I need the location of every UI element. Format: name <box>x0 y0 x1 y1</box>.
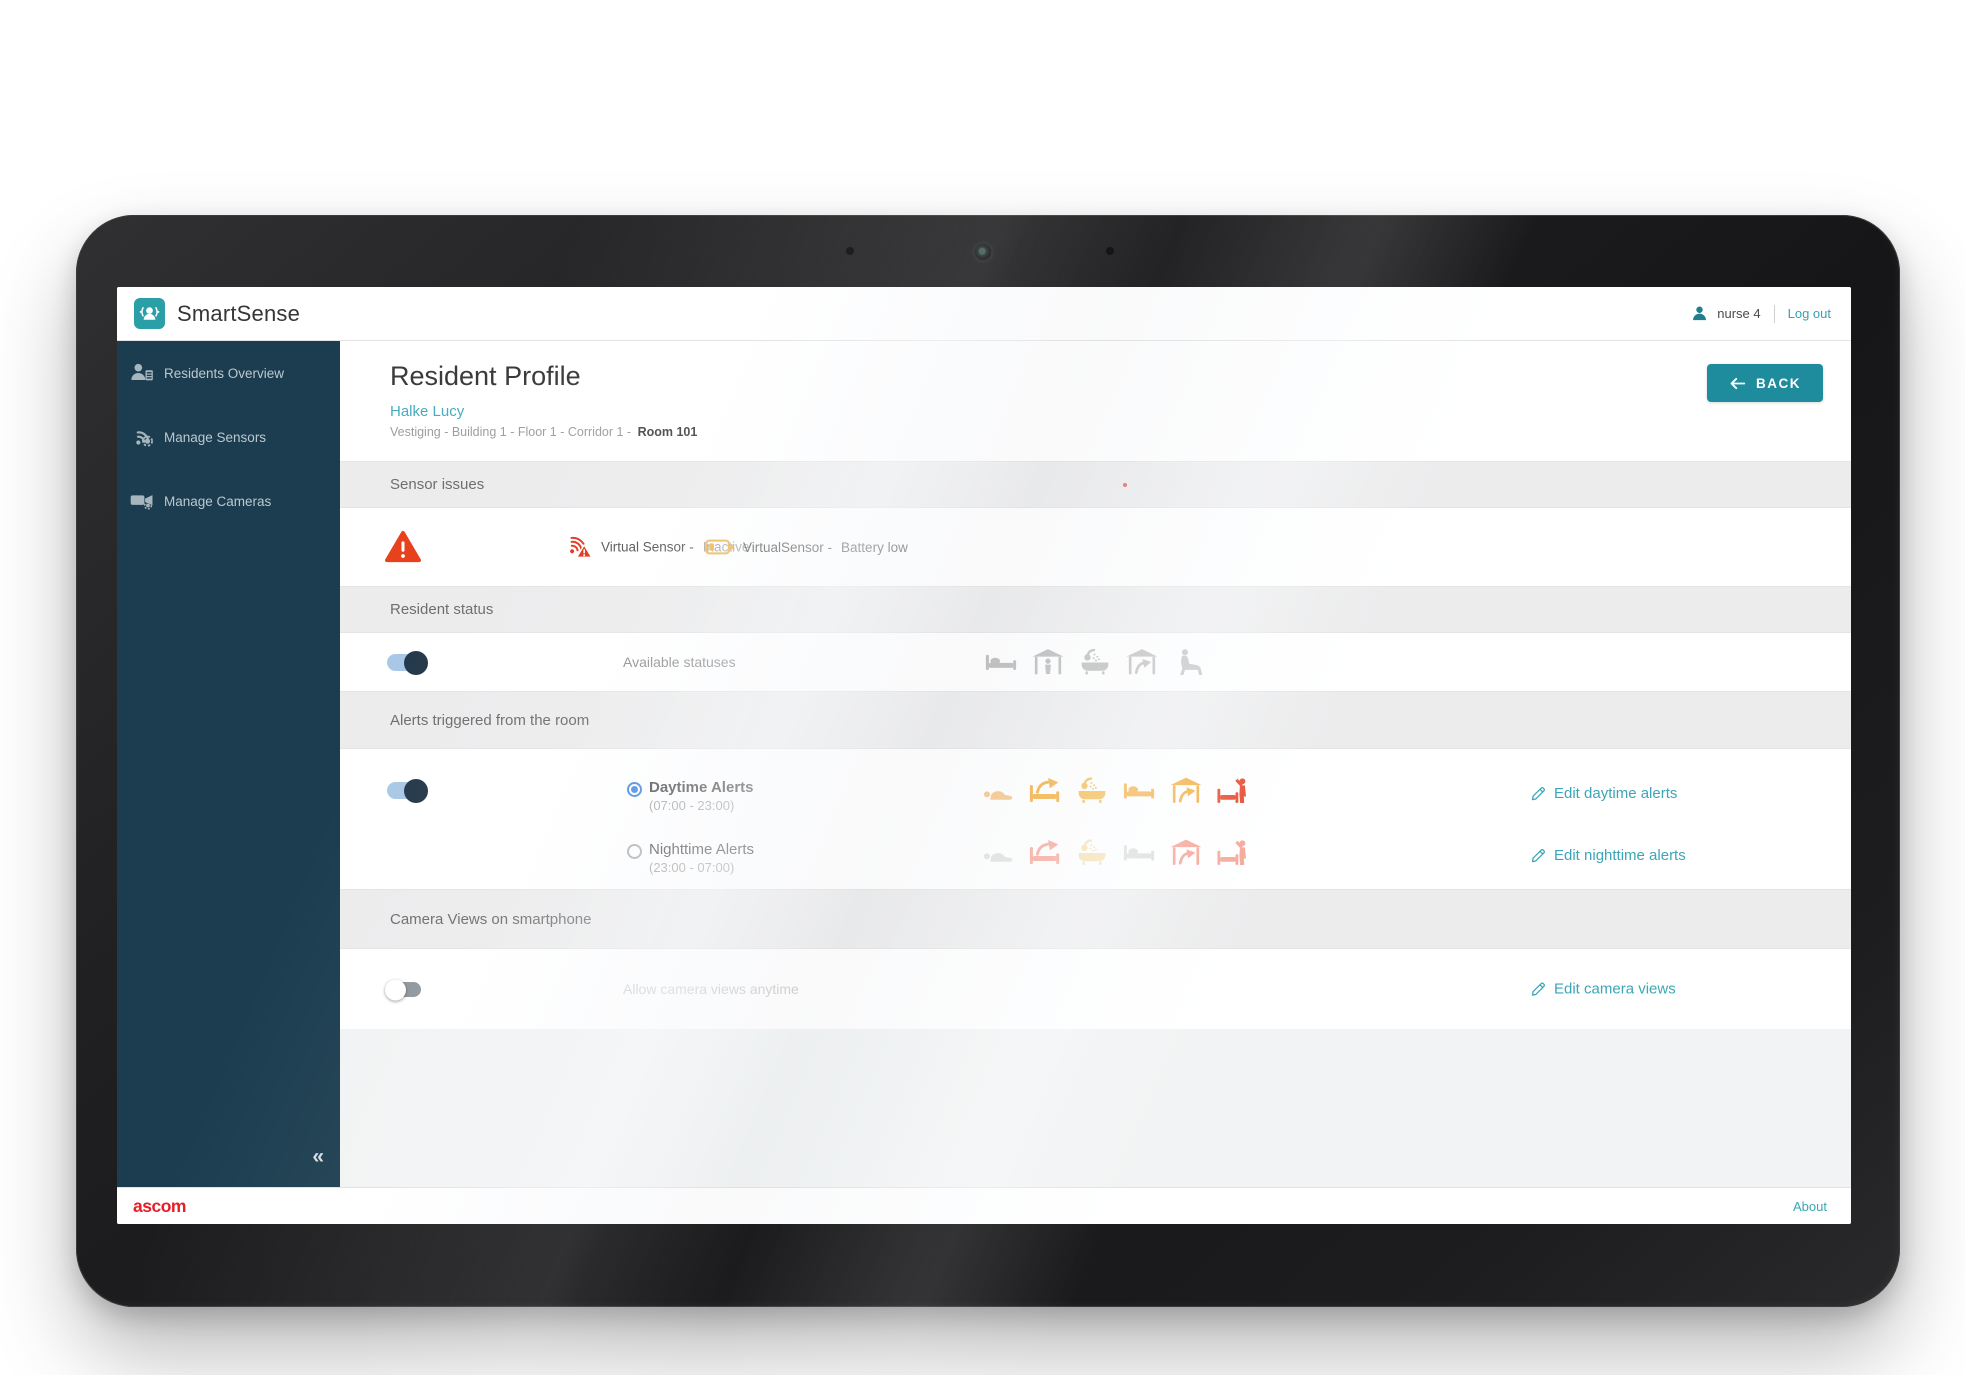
out-of-bed-day-icon <box>1029 777 1061 804</box>
residents-overview-icon <box>130 362 154 384</box>
section-header-camera-views: Camera Views on smartphone <box>340 889 1851 949</box>
alerts-toggle[interactable] <box>387 778 428 803</box>
pencil-icon <box>1530 981 1547 998</box>
nighttime-radio[interactable] <box>627 844 642 859</box>
resident-status-toggle[interactable] <box>387 650 428 675</box>
daytime-alerts-label: Daytime Alerts <box>649 779 754 796</box>
divider <box>1773 304 1775 323</box>
ascom-brand-logo: ascom <box>133 1195 186 1216</box>
sidebar-collapse-button[interactable]: « <box>312 1145 324 1168</box>
edit-camera-views-link[interactable]: Edit camera views <box>1530 981 1676 998</box>
tablet-device-frame: SmartSense nurse 4 Log out Residents Ove… <box>76 215 1900 1307</box>
app-title: SmartSense <box>177 300 301 326</box>
sidebar-item-label: Manage Sensors <box>164 429 267 445</box>
sensor-issues-row: Virtual Sensor - Inactive VirtualSensor … <box>340 508 1851 586</box>
sidebar-item-manage-cameras[interactable]: Manage Cameras <box>117 469 340 533</box>
camera-views-row: Allow camera views anytime Edit camera v… <box>340 949 1851 1029</box>
resident-status-row: Available statuses <box>340 633 1851 691</box>
assistance-day-icon <box>1217 777 1249 804</box>
tablet-sensor-dot-right <box>1106 247 1114 255</box>
warning-triangle-icon <box>384 530 422 564</box>
main-content: Resident Profile Halke Lucy Vestiging - … <box>340 341 1851 1187</box>
wifi-inactive-icon <box>565 536 592 559</box>
allow-camera-views-label: Allow camera views anytime <box>623 981 799 997</box>
edit-nighttime-alerts-link[interactable]: Edit nighttime alerts <box>1530 847 1686 864</box>
red-pixel-artifact <box>1123 483 1127 487</box>
in-room-status-icon <box>1032 649 1064 676</box>
sidebar-item-label: Manage Cameras <box>164 493 272 509</box>
in-bathroom-status-icon <box>1079 649 1111 676</box>
nighttime-alerts-label: Nighttime Alerts <box>649 841 755 858</box>
daytime-alert-icon-row <box>982 777 1249 804</box>
lying-down-night-icon <box>982 839 1014 866</box>
user-name: nurse 4 <box>1717 306 1761 321</box>
alerts-row: Daytime Alerts (07:00 - 23:00) Edit dayt… <box>340 749 1851 889</box>
tablet-sensor-dot-left <box>846 247 854 255</box>
section-header-resident-status: Resident status <box>340 586 1851 633</box>
section-header-alerts: Alerts triggered from the room <box>340 691 1851 749</box>
smartsense-logo-icon <box>134 298 165 329</box>
sensor-issue-battery-low: VirtualSensor - Battery low <box>705 538 908 556</box>
sensor-issue-inactive: Virtual Sensor - Inactive <box>565 536 749 559</box>
user-icon <box>1691 305 1708 322</box>
sidebar-item-residents-overview[interactable]: Residents Overview <box>117 341 340 405</box>
nighttime-alerts-time: (23:00 - 07:00) <box>649 859 735 875</box>
resident-name-link[interactable]: Halke Lucy <box>390 403 465 420</box>
top-bar: SmartSense nurse 4 Log out <box>117 287 1851 341</box>
status-icon-row <box>985 649 1205 676</box>
breadcrumb: Vestiging - Building 1 - Floor 1 - Corri… <box>390 425 697 439</box>
logout-link[interactable]: Log out <box>1787 306 1831 321</box>
nighttime-alerts-option[interactable]: Nighttime Alerts (23:00 - 07:00) <box>627 841 754 877</box>
available-statuses-label: Available statuses <box>623 654 736 670</box>
sidebar-item-manage-sensors[interactable]: Manage Sensors <box>117 405 340 469</box>
in-bed-day-icon <box>1123 777 1155 804</box>
in-bed-status-icon <box>985 649 1017 676</box>
sidebar: Residents Overview Manage Sensors Manage… <box>117 341 340 1187</box>
assistance-night-icon <box>1217 839 1249 866</box>
content-filler <box>340 1029 1851 1187</box>
out-of-room-status-icon <box>1126 649 1158 676</box>
pencil-icon <box>1530 847 1547 864</box>
lying-down-day-icon <box>982 777 1014 804</box>
out-of-bed-night-icon <box>1029 839 1061 866</box>
daytime-alerts-option[interactable]: Daytime Alerts (07:00 - 23:00) <box>627 779 754 815</box>
nighttime-alert-icon-row <box>982 839 1249 866</box>
manage-cameras-icon <box>130 490 154 512</box>
left-room-night-icon <box>1170 839 1202 866</box>
daytime-radio[interactable] <box>627 782 642 797</box>
bathroom-night-icon <box>1076 839 1108 866</box>
page-title: Resident Profile <box>390 361 581 391</box>
in-bed-night-icon <box>1123 839 1155 866</box>
section-header-sensor-issues: Sensor issues <box>340 461 1851 508</box>
about-link[interactable]: About <box>1793 1198 1827 1214</box>
tablet-front-camera <box>975 244 991 260</box>
pencil-icon <box>1530 785 1547 802</box>
battery-low-icon <box>705 538 734 556</box>
page-header: Resident Profile Halke Lucy Vestiging - … <box>340 341 1851 461</box>
edit-daytime-alerts-link[interactable]: Edit daytime alerts <box>1530 785 1677 802</box>
in-chair-status-icon <box>1173 649 1205 676</box>
camera-views-toggle[interactable] <box>385 979 421 1000</box>
left-room-day-icon <box>1170 777 1202 804</box>
back-arrow-icon <box>1729 377 1746 390</box>
bathroom-day-icon <box>1076 777 1108 804</box>
daytime-alerts-time: (07:00 - 23:00) <box>649 797 735 813</box>
breadcrumb-room: Room 101 <box>637 425 698 439</box>
sidebar-item-label: Residents Overview <box>164 365 285 381</box>
app-screen: SmartSense nurse 4 Log out Residents Ove… <box>117 287 1851 1224</box>
breadcrumb-path: Vestiging - Building 1 - Floor 1 - Corri… <box>390 425 632 439</box>
footer: ascom About <box>117 1187 1851 1224</box>
back-button[interactable]: BACK <box>1707 364 1823 402</box>
manage-sensors-icon <box>130 426 154 448</box>
